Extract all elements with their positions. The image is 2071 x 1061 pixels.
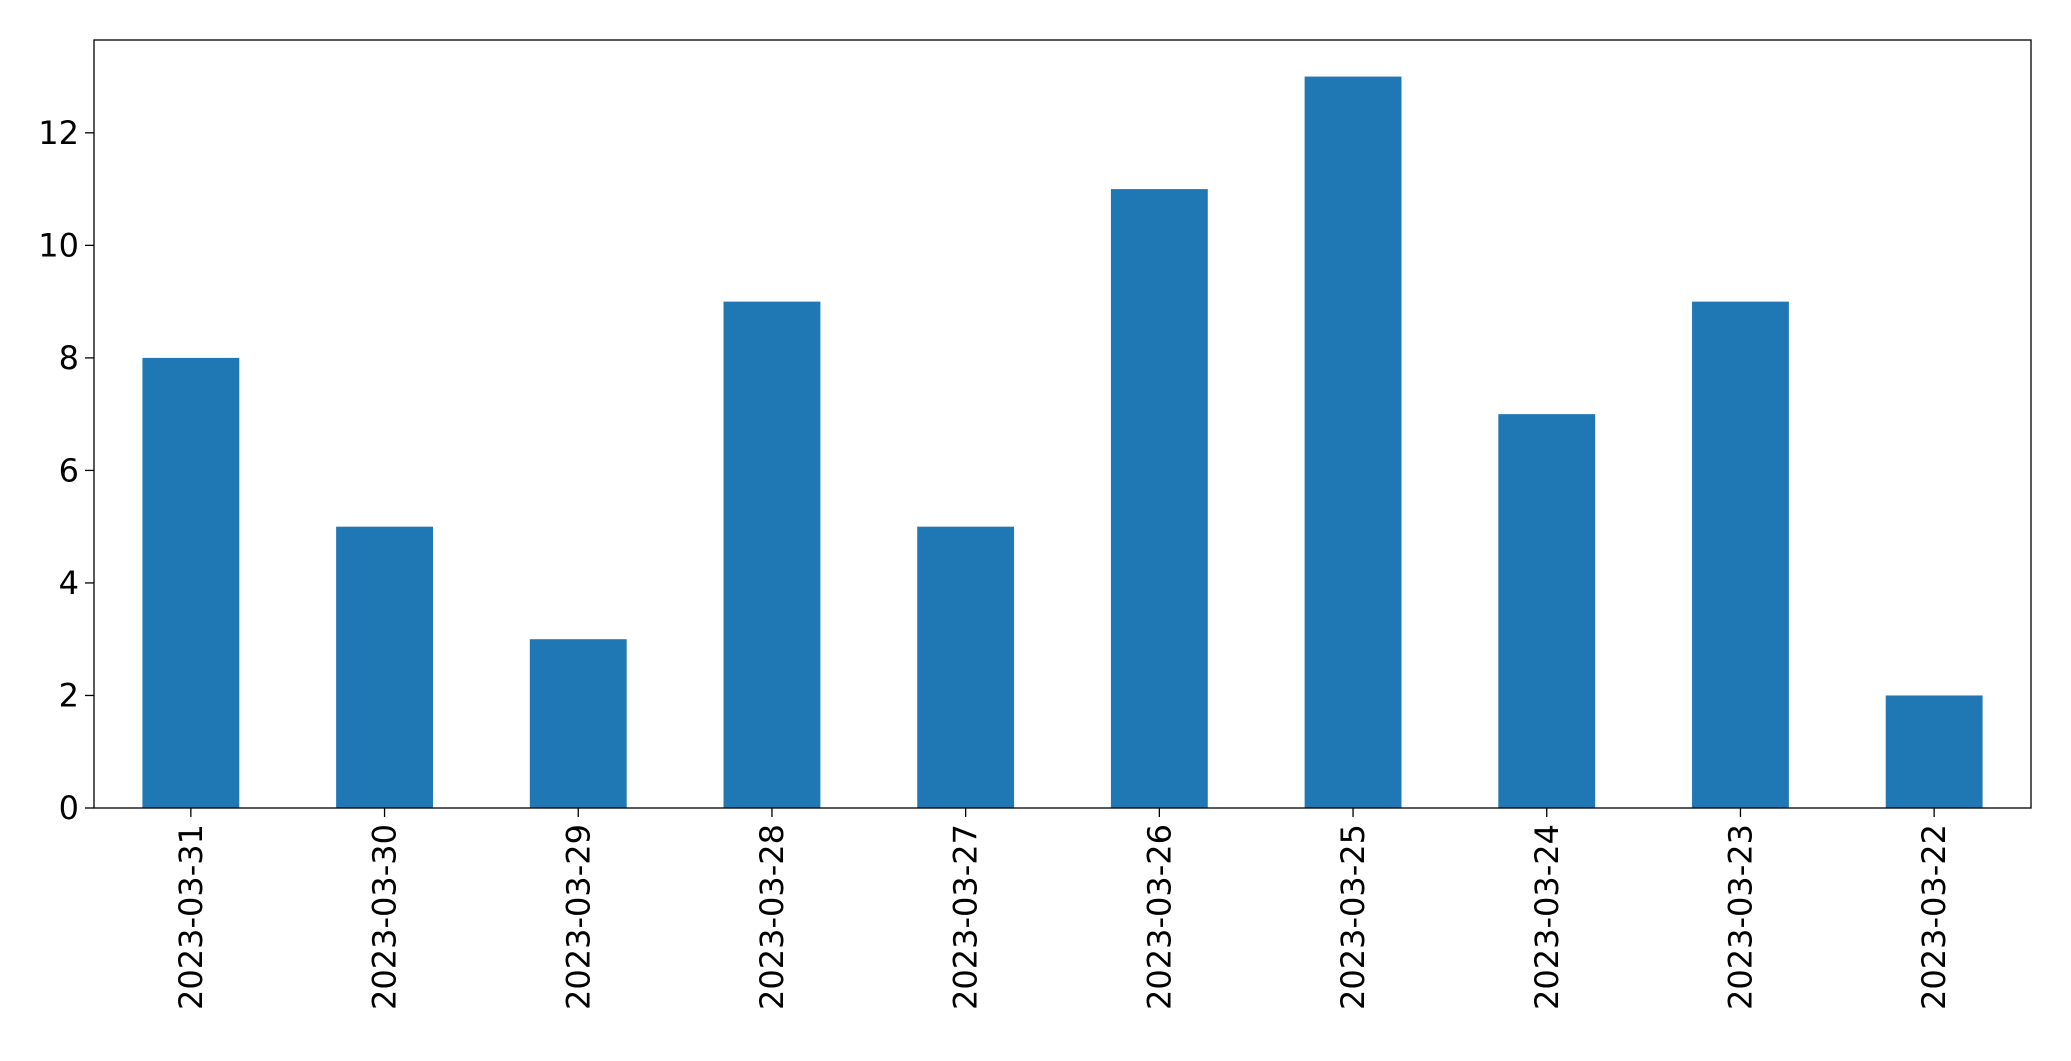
bar — [336, 526, 433, 808]
y-tick-label: 0 — [59, 789, 79, 827]
bar — [529, 639, 627, 808]
x-tick-label: 2023-03-28 — [753, 824, 791, 1010]
x-tick-label: 2023-03-26 — [1140, 824, 1178, 1010]
y-tick-label: 8 — [59, 339, 79, 377]
x-tick-label: 2023-03-27 — [947, 824, 985, 1010]
x-tick-label: 2023-03-30 — [366, 824, 404, 1010]
bar — [917, 526, 1015, 808]
plot-frame — [93, 39, 2032, 809]
bar — [1304, 76, 1402, 809]
bar — [1885, 695, 1983, 808]
bar — [1692, 301, 1789, 808]
bar — [1110, 189, 1208, 809]
y-tick-label: 2 — [59, 676, 79, 714]
bar — [723, 301, 821, 808]
x-tick-label: 2023-03-23 — [1721, 824, 1759, 1010]
y-tick-label: 12 — [38, 114, 79, 152]
y-tick-label: 10 — [38, 226, 79, 264]
y-tick-label: 4 — [59, 564, 79, 602]
bar — [1498, 414, 1596, 808]
x-tick-label: 2023-03-29 — [559, 824, 597, 1010]
x-tick-label: 2023-03-22 — [1915, 824, 1953, 1010]
x-tick-label: 2023-03-25 — [1334, 824, 1372, 1010]
bar — [142, 357, 240, 808]
y-tick-label: 6 — [59, 451, 79, 489]
x-tick-label: 2023-03-24 — [1528, 824, 1566, 1010]
x-tick-label: 2023-03-31 — [172, 824, 210, 1010]
